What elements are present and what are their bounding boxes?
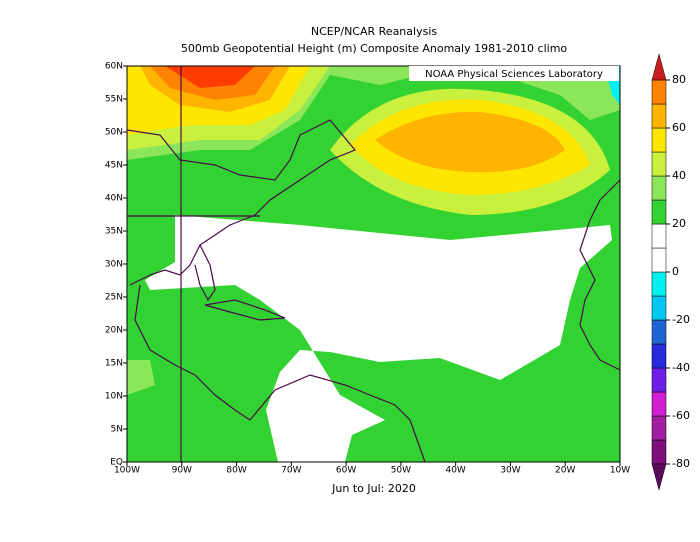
colorbar-tick-label: -80 xyxy=(672,457,690,470)
coastline xyxy=(126,119,356,286)
y-tick-label: EQ xyxy=(110,458,123,468)
colorbar-band xyxy=(651,319,667,345)
colorbar-band xyxy=(651,391,667,417)
coastline xyxy=(134,284,251,421)
y-tick-label: 45N xyxy=(105,161,123,171)
colorbar-tick-label: 0 xyxy=(672,265,679,278)
colorbar-band xyxy=(651,367,667,393)
subtitle: 500mb Geopotential Height (m) Composite … xyxy=(181,42,568,55)
y-tick-label: 50N xyxy=(105,128,123,138)
footer: Jun to Jul: 2020 xyxy=(331,482,416,495)
field-band xyxy=(127,360,155,395)
colorbar-tick-label: 60 xyxy=(672,121,686,134)
x-tick-label: 10W xyxy=(610,466,630,476)
field-band xyxy=(375,111,565,173)
field-band xyxy=(165,66,255,88)
x-tick-label: 100W xyxy=(114,466,140,476)
colorbar-band xyxy=(651,151,667,177)
colorbar-band xyxy=(651,415,667,441)
x-tick-label: 20W xyxy=(555,466,575,476)
colorbar-band xyxy=(651,103,667,129)
colorbar-band xyxy=(651,79,667,105)
x-tick-label: 90W xyxy=(172,466,192,476)
anomaly-field xyxy=(127,66,620,462)
coastlines xyxy=(126,66,621,463)
x-tick-label: 30W xyxy=(500,466,520,476)
colorbar-band xyxy=(651,439,667,465)
field-band xyxy=(145,215,612,462)
y-tick-label: 10N xyxy=(105,392,123,402)
colorbar-band xyxy=(651,295,667,321)
colorbar-under xyxy=(651,463,667,491)
credit: NOAA Physical Sciences Laboratory xyxy=(425,69,603,80)
colorbar-tick-label: -60 xyxy=(672,409,690,422)
colorbar-tick-label: 40 xyxy=(672,169,686,182)
x-tick-label: 70W xyxy=(281,466,301,476)
colorbar-band xyxy=(651,343,667,369)
colorbar-tick-label: -40 xyxy=(672,361,690,374)
colorbar-band xyxy=(651,175,667,201)
y-tick-label: 20N xyxy=(105,326,123,336)
colorbar-tick-label: 80 xyxy=(672,73,686,86)
y-tick-label: 25N xyxy=(105,293,123,303)
x-tick-label: 50W xyxy=(391,466,411,476)
y-tick-label: 40N xyxy=(105,194,123,204)
y-tick-label: 60N xyxy=(105,62,123,72)
coastline xyxy=(204,299,286,321)
title: NCEP/NCAR Reanalysis xyxy=(311,25,437,38)
y-tick-label: 30N xyxy=(105,260,123,270)
y-tick-label: 5N xyxy=(111,425,123,435)
coastline xyxy=(249,374,426,463)
colorbar-band xyxy=(651,127,667,153)
colorbar-over xyxy=(651,53,667,81)
axis-ticks: 100W 90W 80W 70W 60W 50W 40W 30W 20W 10W EQ 5N 10N 15… xyxy=(105,62,630,476)
y-tick-label: 55N xyxy=(105,95,123,105)
y-tick-label: 35N xyxy=(105,227,123,237)
colorbar: 80 60 40 20 0 -20 -40 -60 -80 xyxy=(651,53,690,491)
colorbar-band xyxy=(651,247,667,273)
x-tick-label: 60W xyxy=(336,466,356,476)
colorbar-band xyxy=(651,199,667,225)
coastline xyxy=(579,179,621,371)
colorbar-band xyxy=(651,271,667,297)
colorbar-tick-label: -20 xyxy=(672,313,690,326)
coastline xyxy=(194,244,216,302)
x-tick-label: 80W xyxy=(226,466,246,476)
colorbar-band xyxy=(651,223,667,249)
colorbar-tick-label: 20 xyxy=(672,217,686,230)
y-tick-label: 15N xyxy=(105,359,123,369)
credit-box xyxy=(409,66,619,81)
x-tick-label: 40W xyxy=(445,466,465,476)
